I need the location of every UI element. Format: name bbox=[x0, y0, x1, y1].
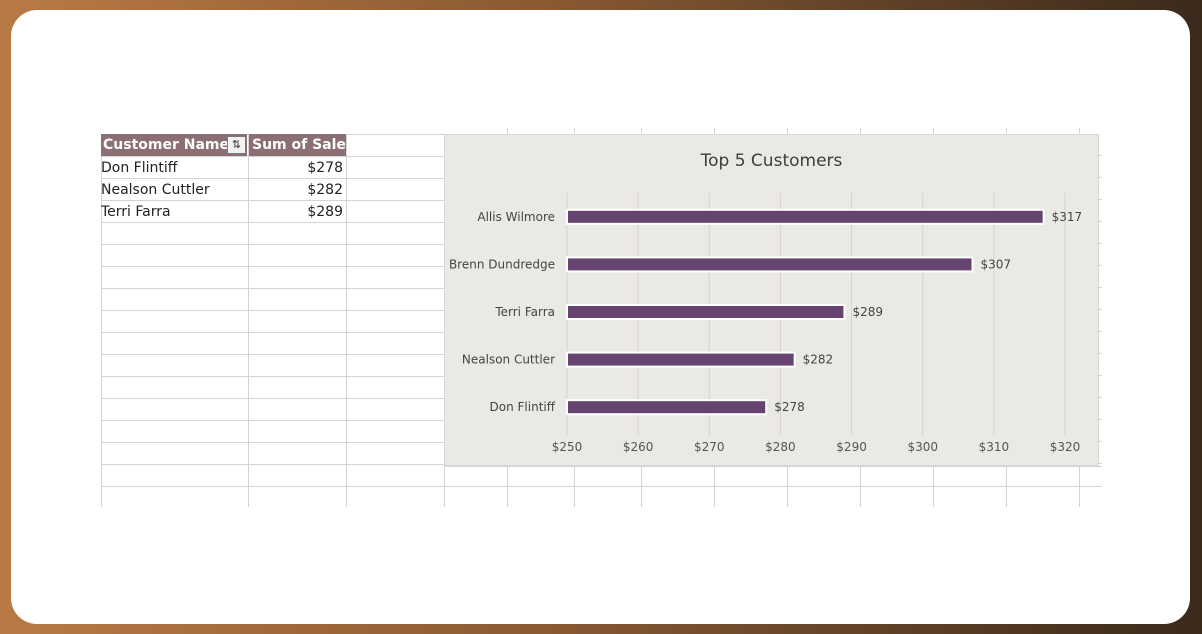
category-label: Brenn Dundredge bbox=[449, 257, 555, 271]
pivot-row-name[interactable]: Nealson Cuttler bbox=[101, 182, 210, 198]
pivot-row-name[interactable]: Terri Farra bbox=[101, 204, 171, 220]
x-tick-label: $300 bbox=[907, 440, 938, 454]
chart-title: Top 5 Customers bbox=[700, 151, 843, 171]
bar bbox=[566, 351, 796, 368]
bar bbox=[566, 256, 974, 273]
x-tick-label: $320 bbox=[1050, 440, 1081, 454]
x-tick-label: $280 bbox=[765, 440, 796, 454]
data-label: $282 bbox=[803, 353, 834, 367]
pivot-header-sales[interactable]: Sum of Sales bbox=[249, 134, 354, 156]
category-label: Don Flintiff bbox=[490, 400, 556, 414]
filter-icon[interactable]: ⇅ bbox=[227, 136, 246, 154]
data-label: $289 bbox=[852, 305, 883, 319]
category-label: Terri Farra bbox=[494, 305, 555, 319]
bar bbox=[566, 399, 768, 416]
bar bbox=[566, 208, 1045, 225]
x-tick-label: $290 bbox=[836, 440, 867, 454]
bar bbox=[566, 304, 846, 320]
pivot-row-value[interactable]: $289 bbox=[307, 204, 343, 220]
x-tick-label: $310 bbox=[979, 440, 1010, 454]
x-tick-label: $260 bbox=[623, 440, 654, 454]
category-label: Allis Wilmore bbox=[477, 210, 555, 224]
x-tick-label: $250 bbox=[552, 440, 583, 454]
data-label: $317 bbox=[1052, 210, 1083, 224]
pivot-row-value[interactable]: $278 bbox=[307, 160, 343, 176]
x-tick-label: $270 bbox=[694, 440, 725, 454]
data-label: $307 bbox=[981, 257, 1012, 271]
chart-plot: $250 $260 $270 $280 $290 $300 $310 $320 Allis Wi… bbox=[449, 193, 1083, 454]
data-label: $278 bbox=[774, 400, 805, 414]
pivot-header-customer[interactable]: Customer Name bbox=[101, 134, 247, 156]
pivot-row-value[interactable]: $282 bbox=[307, 182, 343, 198]
category-label: Nealson Cuttler bbox=[462, 353, 555, 367]
bar-chart[interactable]: Top 5 Customers $250 $260 $270 $280 $290 $300… bbox=[444, 134, 1099, 466]
pivot-row-name[interactable]: Don Flintiff bbox=[101, 160, 178, 176]
